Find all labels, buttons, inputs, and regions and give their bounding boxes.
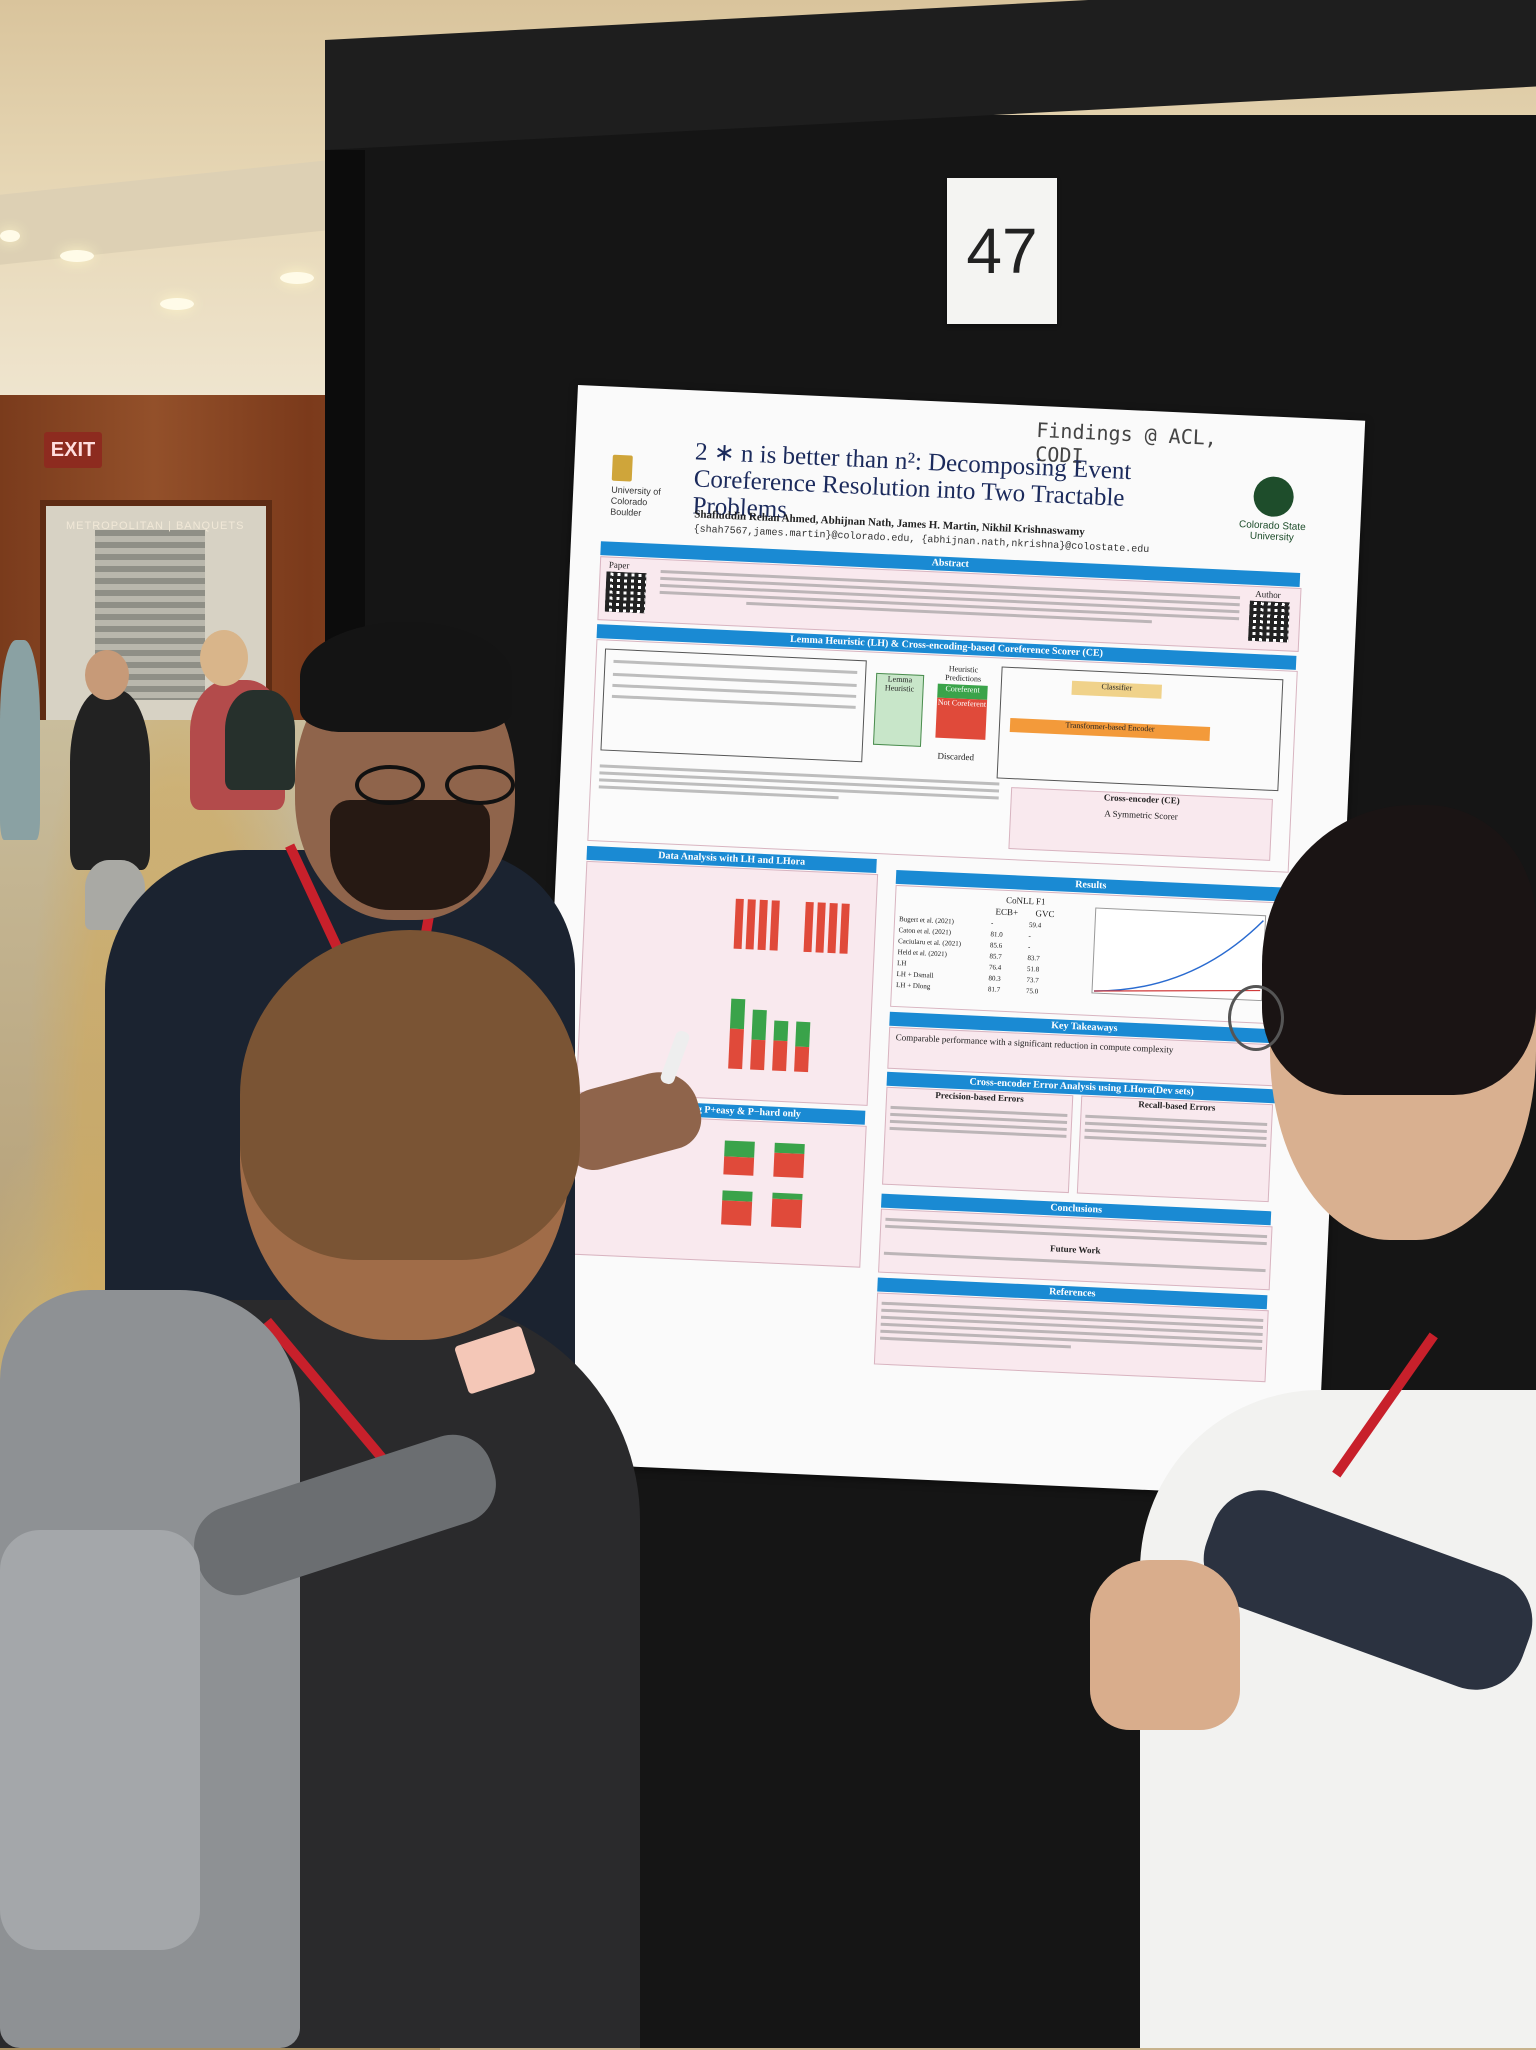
precision-errors-box: Precision-based Errors [882,1086,1074,1194]
ceiling-light [160,298,194,310]
distribution-bar-chart [728,989,852,1074]
encoder-label: Transformer-based Encoder [1009,717,1211,742]
ecb-bar-chart [733,889,797,952]
gvc-bar-chart [803,892,867,955]
exit-sign: EXIT [44,432,102,468]
left-attendee-hair [240,930,580,1260]
presenter-hair [300,622,512,732]
paper-label: Paper [608,559,630,571]
paper-qr-icon [604,571,647,614]
cu-logo-text: University of Colorado Boulder [610,484,661,518]
glasses-icon [1228,985,1284,1051]
cross-encoder-diagram: Classifier Transformer-based Encoder [996,666,1284,792]
author-qr-icon [1248,600,1290,643]
csu-logo: Colorado State University [1232,475,1315,545]
background-attendee-head [85,650,129,700]
error-analysis-area: Precision-based Errors Recall-based Erro… [882,1086,1276,1205]
recall-errors-box: Recall-based Errors [1076,1095,1274,1203]
training-bar-chart [720,1140,844,1245]
results-gvc-header: GVC [1035,908,1055,920]
results-ecb-header: ECB+ [995,906,1019,918]
lemma-heuristic-box-label: Lemma Heuristic [872,672,925,747]
background-attendee [70,690,150,870]
results-metric-header: CoNLL F1 [1005,894,1046,907]
classifier-label: Classifier [1071,680,1163,699]
cu-logo-icon [611,454,633,482]
research-poster: Findings @ ACL, CODI University of Color… [529,385,1366,1498]
glasses-icon [355,765,525,805]
background-attendee-head [200,630,248,686]
venue-sign: METROPOLITAN | BANQUETS [66,520,245,532]
ceiling-light [0,230,20,242]
ceiling-light [60,250,94,262]
results-table: Bugert et al. (2021) -59.4 Caton et al. (… [896,914,1069,999]
csu-ram-icon [1252,475,1295,518]
presenter-beard [330,800,490,910]
cu-boulder-logo: University of Colorado Boulder [610,454,683,521]
results-box: CoNLL F1 ECB+ GVC Bugert et al. (2021) -5… [890,884,1288,1025]
author-label: Author [1254,588,1281,601]
mention-pairs-box [600,648,867,763]
booth-number-card: 47 [947,178,1057,324]
lemma-heuristic-box: Lemma Heuristic Heuristic Predictions Co… [587,639,1298,873]
discarded-label: Discarded [937,750,975,763]
not-coreferent-label: Not Coreferent [935,697,988,740]
lemma-heuristic-text [598,760,1000,810]
cross-encoder-box: Cross-encoder (CE) A Symmetric Scorer [1008,787,1273,861]
right-attendee-hand [1090,1560,1240,1730]
background-attendee [0,640,40,840]
data-analysis-box [575,860,879,1106]
ceiling-light [280,272,314,284]
backpack [225,690,295,790]
right-attendee-hair [1262,805,1536,1095]
backpack-pocket [0,1530,200,1950]
heuristic-predictions-label: Heuristic Predictions [944,664,982,684]
csu-logo-text: Colorado State University [1238,519,1306,544]
